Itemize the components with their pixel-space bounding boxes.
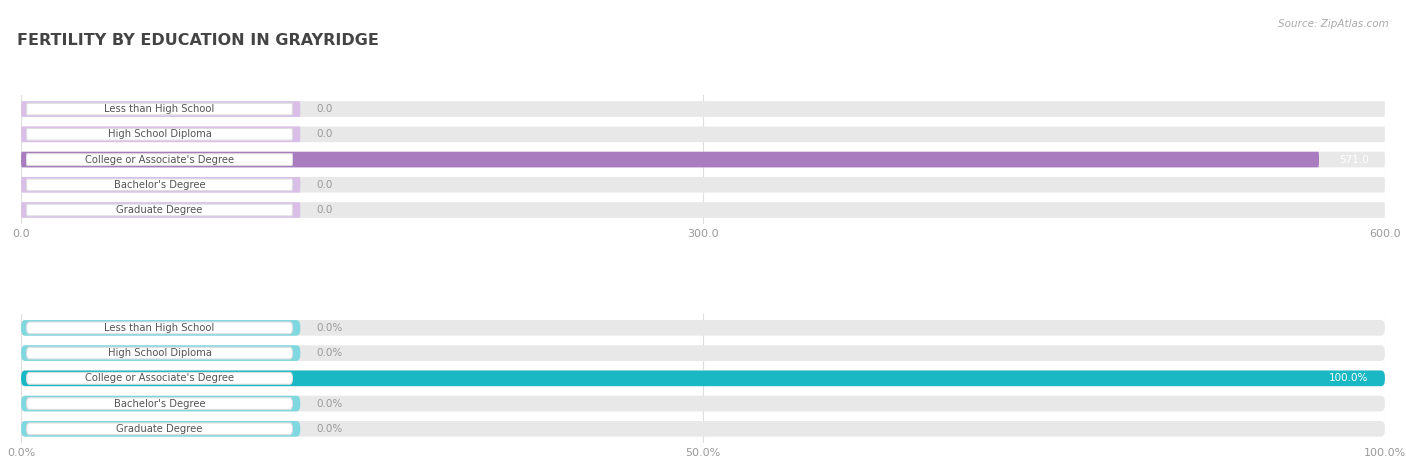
- Text: Less than High School: Less than High School: [104, 323, 215, 333]
- FancyBboxPatch shape: [27, 347, 292, 359]
- FancyBboxPatch shape: [21, 421, 1385, 436]
- Text: 0.0: 0.0: [316, 129, 333, 139]
- Text: 0.0: 0.0: [316, 205, 333, 215]
- FancyBboxPatch shape: [27, 154, 292, 166]
- FancyBboxPatch shape: [21, 152, 1385, 168]
- FancyBboxPatch shape: [27, 322, 292, 334]
- FancyBboxPatch shape: [21, 396, 1385, 411]
- Text: 0.0%: 0.0%: [316, 424, 343, 434]
- FancyBboxPatch shape: [21, 396, 301, 411]
- FancyBboxPatch shape: [27, 103, 292, 115]
- FancyBboxPatch shape: [21, 345, 301, 361]
- Text: 0.0: 0.0: [316, 104, 333, 114]
- FancyBboxPatch shape: [21, 202, 301, 218]
- FancyBboxPatch shape: [21, 127, 301, 142]
- Text: Less than High School: Less than High School: [104, 104, 215, 114]
- Text: Bachelor's Degree: Bachelor's Degree: [114, 180, 205, 190]
- FancyBboxPatch shape: [21, 177, 1385, 193]
- Text: Graduate Degree: Graduate Degree: [117, 205, 202, 215]
- Text: FERTILITY BY EDUCATION IN GRAYRIDGE: FERTILITY BY EDUCATION IN GRAYRIDGE: [17, 33, 378, 49]
- FancyBboxPatch shape: [27, 179, 292, 191]
- Text: 0.0: 0.0: [316, 180, 333, 190]
- Text: Bachelor's Degree: Bachelor's Degree: [114, 398, 205, 408]
- FancyBboxPatch shape: [21, 370, 1385, 386]
- FancyBboxPatch shape: [27, 423, 292, 435]
- Text: Source: ZipAtlas.com: Source: ZipAtlas.com: [1278, 19, 1389, 29]
- Text: College or Associate's Degree: College or Associate's Degree: [84, 373, 233, 383]
- Text: 0.0%: 0.0%: [316, 398, 343, 408]
- Text: 100.0%: 100.0%: [1329, 373, 1368, 383]
- FancyBboxPatch shape: [21, 101, 1385, 117]
- Text: 571.0: 571.0: [1339, 155, 1368, 165]
- FancyBboxPatch shape: [21, 320, 1385, 336]
- FancyBboxPatch shape: [21, 127, 1385, 142]
- Text: High School Diploma: High School Diploma: [108, 129, 211, 139]
- Text: College or Associate's Degree: College or Associate's Degree: [84, 155, 233, 165]
- FancyBboxPatch shape: [21, 152, 1319, 168]
- FancyBboxPatch shape: [27, 204, 292, 216]
- FancyBboxPatch shape: [21, 421, 301, 436]
- FancyBboxPatch shape: [21, 345, 1385, 361]
- FancyBboxPatch shape: [21, 370, 1385, 386]
- FancyBboxPatch shape: [27, 398, 292, 409]
- Text: 0.0%: 0.0%: [316, 348, 343, 358]
- Text: High School Diploma: High School Diploma: [108, 348, 211, 358]
- FancyBboxPatch shape: [27, 129, 292, 140]
- FancyBboxPatch shape: [21, 320, 301, 336]
- FancyBboxPatch shape: [21, 177, 301, 193]
- FancyBboxPatch shape: [21, 101, 301, 117]
- Text: 0.0%: 0.0%: [316, 323, 343, 333]
- FancyBboxPatch shape: [21, 202, 1385, 218]
- Text: Graduate Degree: Graduate Degree: [117, 424, 202, 434]
- FancyBboxPatch shape: [27, 372, 292, 384]
